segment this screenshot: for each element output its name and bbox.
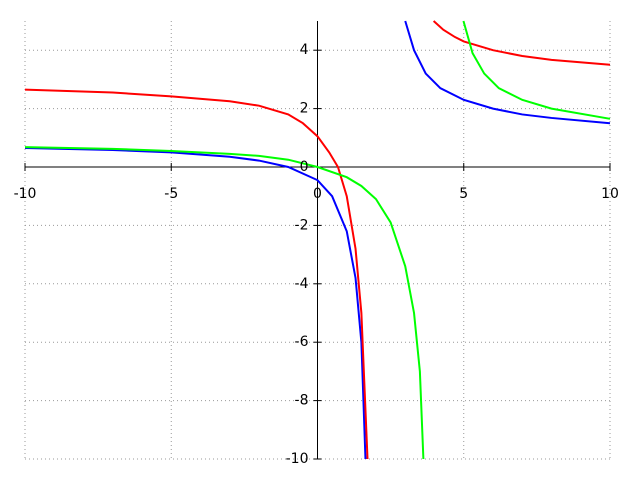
y-tick-label: -2 [295,217,309,233]
series-line [24,20,611,460]
axes [24,21,611,460]
lines [24,20,611,460]
y-tick-label: -6 [295,334,309,350]
y-tick-label: -10 [286,451,309,467]
series-line [24,20,611,460]
x-tick-label: 10 [601,186,619,202]
x-tick-label: 5 [459,186,468,202]
series-line [24,20,611,460]
y-tick-label: -8 [295,393,309,409]
y-tick-label: -4 [295,276,309,292]
y-tick-label: 4 [300,42,309,58]
y-tick-label: 2 [300,101,309,117]
x-tick-label: 0 [313,186,322,202]
y-tick-label: 0 [300,159,309,175]
x-tick-label: -10 [14,186,37,202]
x-tick-label: -5 [164,186,178,202]
